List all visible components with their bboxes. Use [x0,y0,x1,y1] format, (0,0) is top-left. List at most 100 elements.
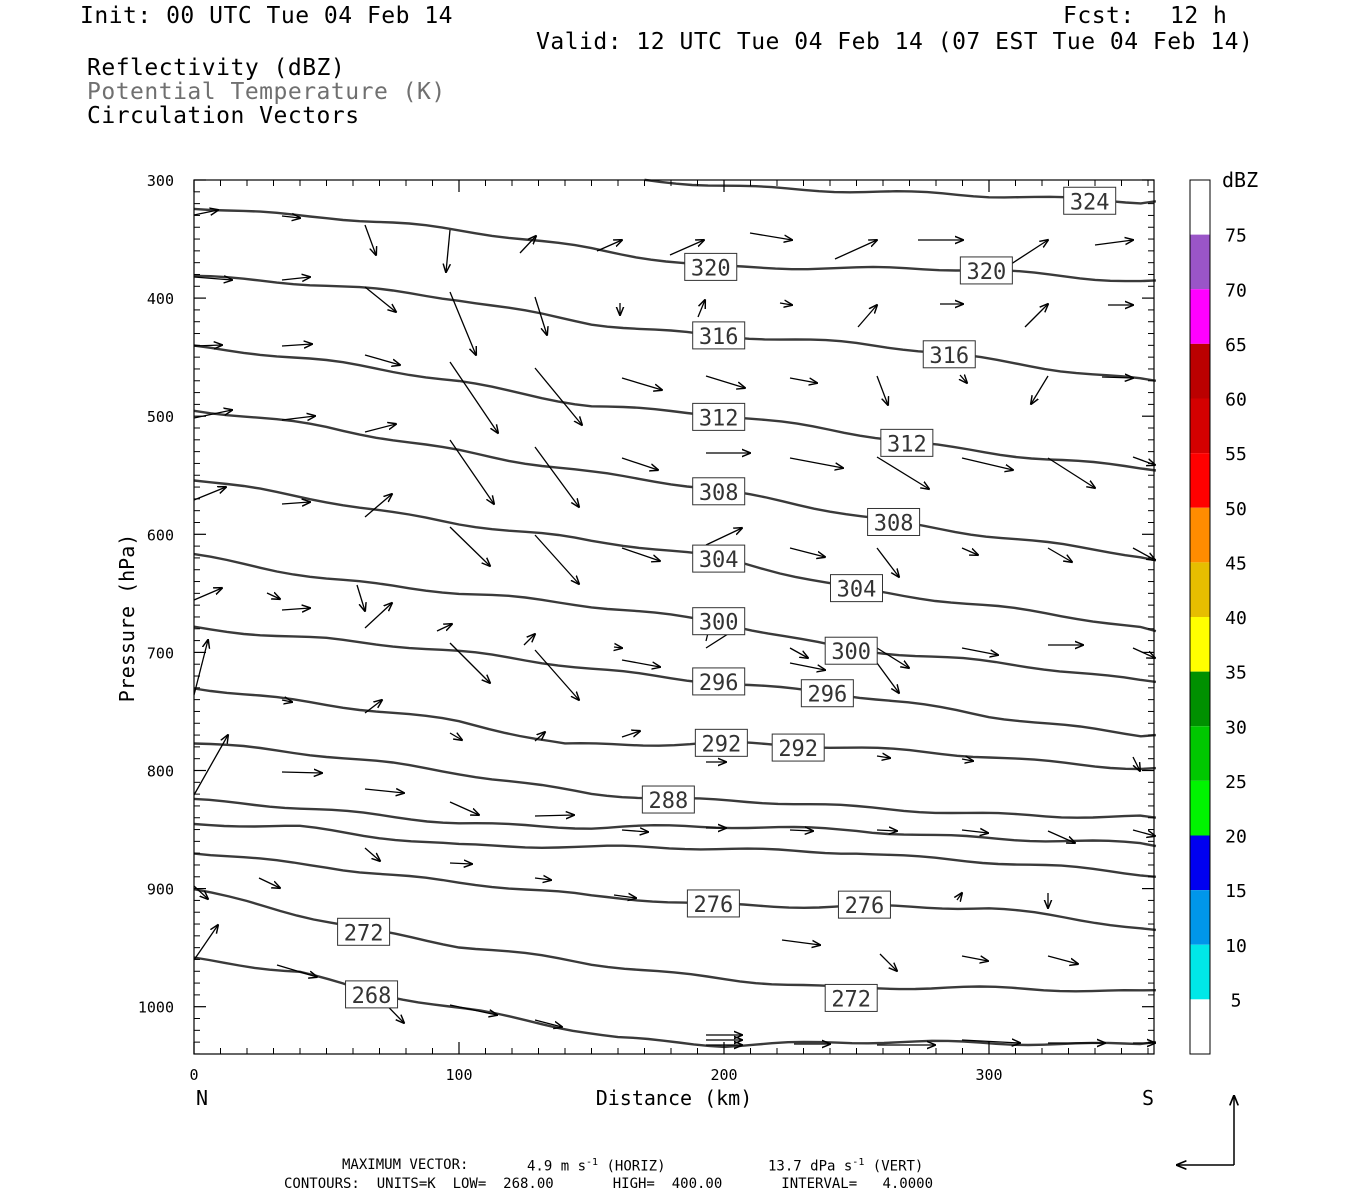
circulation-vector-arrow [449,801,479,815]
contour-label-box [771,733,825,762]
circulation-vector-arrow [876,547,899,577]
contour-label: 308 [699,481,739,506]
circulation-vector-arrow [449,1004,497,1015]
circulation-vector-arrow [364,700,382,714]
colorbar-bin [1190,835,1210,891]
x-tick-label: 0 [189,1066,198,1084]
contour-label: 304 [837,578,877,603]
isentrope-316 [193,274,1157,382]
isentrope-labels: 324 320 320 316 316 312 312 308 308 304 304 300 300 2… [337,186,1117,1012]
circulation-vector-arrow [669,240,704,256]
colorbar: 75 70 65 60 55 50 45 40 35 30 25 20 15 10 5 [1189,179,1247,1055]
circulation-vector-arrow [534,815,574,816]
contour-label-box [692,477,746,506]
circulation-vector-arrow [281,277,310,280]
contour-label-box [692,544,746,573]
colorbar-tick-label: 10 [1225,936,1247,957]
y-tick-label: 700 [147,644,174,662]
circulation-vector-arrow [193,735,228,796]
circulation-vector-arrow [621,659,660,667]
circulation-vector-arrow [258,877,280,888]
circulation-vector-arrow [789,457,843,468]
isentrope-304 [193,479,1157,633]
colorbar-tick-label: 65 [1225,335,1247,356]
circulation-vector-arrow [789,647,808,658]
circulation-vector-arrow [534,649,579,700]
field-circulation-vectors: Circulation Vectors [87,103,360,129]
y-tick-label: 800 [147,763,174,781]
y-tick-label: 500 [147,408,174,426]
contour-label-box [692,321,746,350]
circulation-vector-arrow [534,296,547,335]
circulation-vector-arrow [614,647,622,648]
circulation-vector-arrow [596,240,622,252]
contour-label: 292 [701,732,741,757]
circulation-vector-arrow [789,830,813,831]
circulation-vector-arrow [961,647,998,655]
circulation-vector-arrow [857,305,877,328]
contour-label-box [692,607,746,636]
colorbar-bin [1190,398,1210,454]
x-tick-label: 200 [710,1066,737,1084]
colorbar-bin [1190,507,1210,563]
colorbar-title: dBZ [1222,168,1258,192]
contour-label-box [824,636,878,665]
contour-label: 312 [699,406,739,431]
colorbar-tick-label: 40 [1225,608,1247,629]
colorbar-tick-label: 50 [1225,499,1247,520]
colorbar-tick-label: 55 [1225,444,1247,465]
contour-label: 308 [874,511,914,536]
circulation-vector-arrow [449,439,494,504]
contour-label-box [959,256,1013,285]
circulation-vector-arrow [364,789,404,793]
circulation-vector-arrow [449,361,498,433]
contour-label: 296 [807,683,847,708]
circulation-vector-arrow [621,547,660,561]
colorbar-bin [1190,671,1210,727]
contour-label: 272 [831,987,871,1012]
circulation-vector-arrow [193,588,222,601]
colorbar-bin [1190,999,1210,1054]
circulation-vector-arrow [789,547,825,557]
max-vector-label: MAXIMUM VECTOR: [342,1157,469,1173]
circulation-vector-arrow [446,229,450,272]
circulation-vector-arrow [705,375,745,388]
contour-label: 316 [699,325,739,350]
circulation-vector-arrow [364,354,400,365]
circulation-vector-arrow [281,416,315,420]
contour-label-box [880,428,934,457]
circulation-vector-arrow [449,526,490,566]
circulation-vector-arrow [534,446,579,507]
colorbar-bin [1190,180,1210,235]
contour-label: 320 [691,256,731,281]
contour-label-box [692,667,746,696]
contour-label-box [867,507,921,536]
circulation-vector-arrow [621,457,658,470]
colorbar-bin [1190,343,1210,399]
circulation-vector-arrow [276,964,317,977]
circulation-vector-arrow [876,647,909,668]
contour-label: 288 [648,789,688,814]
max-vertical-vector: 13.7 dPa s-1 (VERT) [768,1157,924,1175]
circulation-vector-arrow [193,210,218,215]
circulation-vector-arrow [697,300,705,318]
circulation-vector-arrow [961,956,988,961]
contour-label: 316 [929,344,969,369]
circulation-vectors [193,210,1155,1045]
circulation-vector-arrow [1132,756,1140,771]
init-time: Init: 00 UTC Tue 04 Feb 14 [80,3,454,29]
y-tick-label: 900 [147,881,174,899]
colorbar-tick-label: 70 [1225,280,1247,301]
contour-label-box [337,917,391,946]
circulation-vector-arrow [781,939,820,945]
circulation-vector-arrow [193,640,208,696]
circulation-vector-arrow [281,216,300,218]
colorbar-bin [1190,890,1210,945]
contour-label: 300 [831,640,871,665]
circulation-vector-arrow [789,378,817,383]
field-potential-temperature: Potential Temperature (K) [87,79,446,105]
circulation-vector-arrow [961,759,973,761]
colorbar-tick-label: 60 [1225,390,1247,411]
circulation-vector-arrow [534,732,545,742]
circulation-vector-arrow [364,424,396,433]
